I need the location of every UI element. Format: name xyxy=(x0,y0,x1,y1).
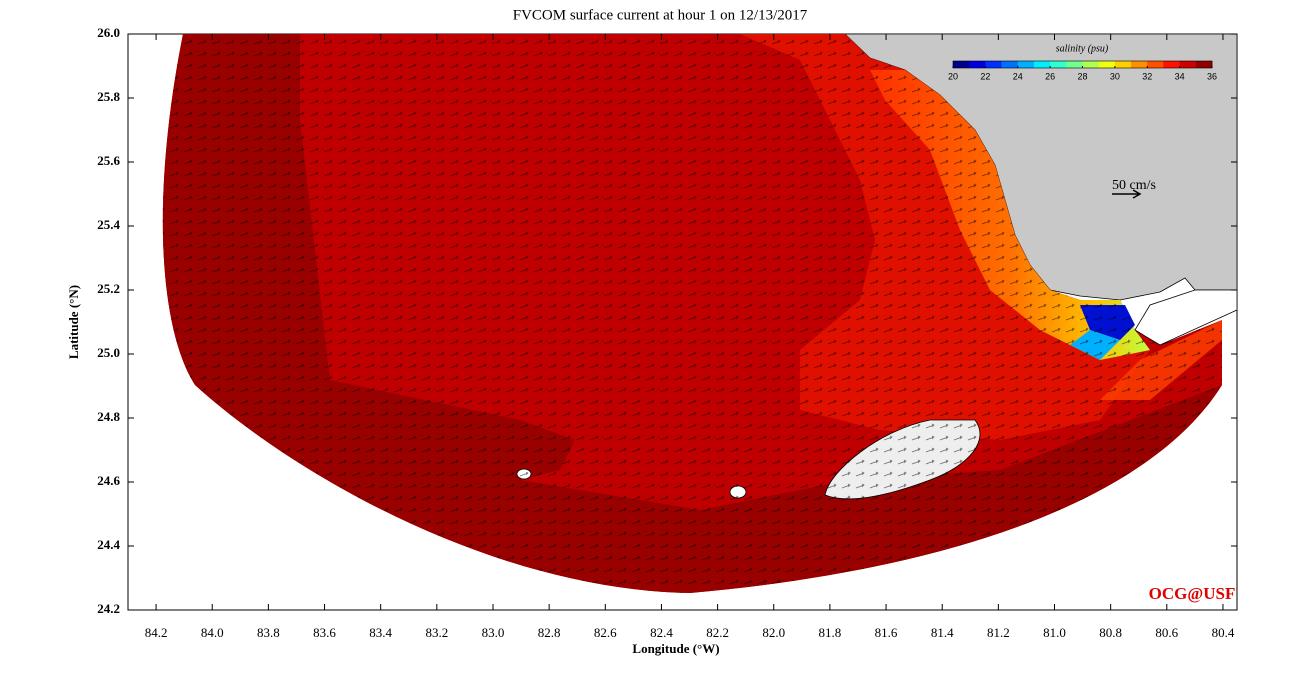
x-tick-label: 81.8 xyxy=(819,625,842,640)
x-tick-label: 83.0 xyxy=(482,625,505,640)
colorbar-segment xyxy=(1001,61,1019,68)
x-tick-label: 80.8 xyxy=(1099,625,1122,640)
x-tick-label: 83.8 xyxy=(257,625,280,640)
colorbar-segment xyxy=(953,61,970,68)
x-tick-label: 81.6 xyxy=(875,625,898,640)
colorbar-segment xyxy=(1066,61,1083,68)
y-tick-label: 25.0 xyxy=(97,345,120,360)
colorbar-segment xyxy=(1147,61,1164,68)
y-tick-label: 25.2 xyxy=(97,281,120,296)
colorbar-segment xyxy=(1082,61,1099,68)
colorbar-segment xyxy=(1050,61,1067,68)
x-tick-label: 82.8 xyxy=(538,625,561,640)
colorbar-tick-label: 34 xyxy=(1175,71,1185,81)
x-tick-label: 83.6 xyxy=(313,625,336,640)
y-axis-label: Latitude (°N) xyxy=(66,285,81,359)
colorbar-tick-label: 32 xyxy=(1142,71,1152,81)
x-tick-label: 80.6 xyxy=(1155,625,1178,640)
scale-label: 50 cm/s xyxy=(1112,178,1156,193)
colorbar-tick-label: 20 xyxy=(948,71,958,81)
x-tick-label: 80.4 xyxy=(1212,625,1235,640)
y-tick-label: 24.4 xyxy=(97,537,120,552)
colorbar-tick-label: 24 xyxy=(1013,71,1023,81)
colorbar-segment xyxy=(1114,61,1132,68)
map-title: FVCOM surface current at hour 1 on 12/13… xyxy=(513,7,808,23)
map-layers xyxy=(162,33,1238,593)
x-axis-label: Longitude (°W) xyxy=(632,641,719,656)
x-tick-label: 81.2 xyxy=(987,625,1010,640)
scale-arrow xyxy=(1112,189,1142,199)
colorbar-segment xyxy=(1179,61,1197,68)
colorbar-segment xyxy=(1098,61,1116,68)
colorbar-segment xyxy=(1033,61,1051,68)
x-tick-label: 82.4 xyxy=(650,625,673,640)
colorbar-tick-label: 28 xyxy=(1077,71,1087,81)
x-tick-label: 82.2 xyxy=(706,625,729,640)
colorbar-tick-label: 22 xyxy=(980,71,990,81)
y-tick-label: 24.6 xyxy=(97,473,120,488)
x-tick-label: 83.2 xyxy=(425,625,448,640)
x-tick-label: 81.4 xyxy=(931,625,954,640)
colorbar-tick-label: 26 xyxy=(1045,71,1055,81)
colorbar-title: salinity (psu) xyxy=(1056,43,1109,54)
y-tick-label: 25.4 xyxy=(97,217,120,232)
colorbar-segment xyxy=(1017,61,1035,68)
colorbar-segment xyxy=(1131,61,1148,68)
x-tick-label: 82.6 xyxy=(594,625,617,640)
x-tick-label: 84.0 xyxy=(201,625,224,640)
colorbar-segment xyxy=(1163,61,1180,68)
colorbar-segment xyxy=(969,61,986,68)
x-tick-label: 84.2 xyxy=(145,625,168,640)
colorbar-tick-label: 36 xyxy=(1207,71,1217,81)
y-tick-label: 24.8 xyxy=(97,409,120,424)
y-tick-label: 25.8 xyxy=(97,89,120,104)
y-tick-label: 24.2 xyxy=(97,601,120,616)
x-tick-label: 83.4 xyxy=(369,625,392,640)
current-vectors xyxy=(162,34,1223,593)
colorbar-tick-label: 30 xyxy=(1110,71,1120,81)
x-tick-label: 82.0 xyxy=(762,625,785,640)
credit: OCG@USF xyxy=(1149,584,1236,603)
y-tick-label: 26.0 xyxy=(97,25,120,40)
colorbar-segment xyxy=(1195,61,1213,68)
y-tick-label: 25.6 xyxy=(97,153,120,168)
x-tick-label: 81.0 xyxy=(1043,625,1066,640)
colorbar-segment xyxy=(985,61,1002,68)
